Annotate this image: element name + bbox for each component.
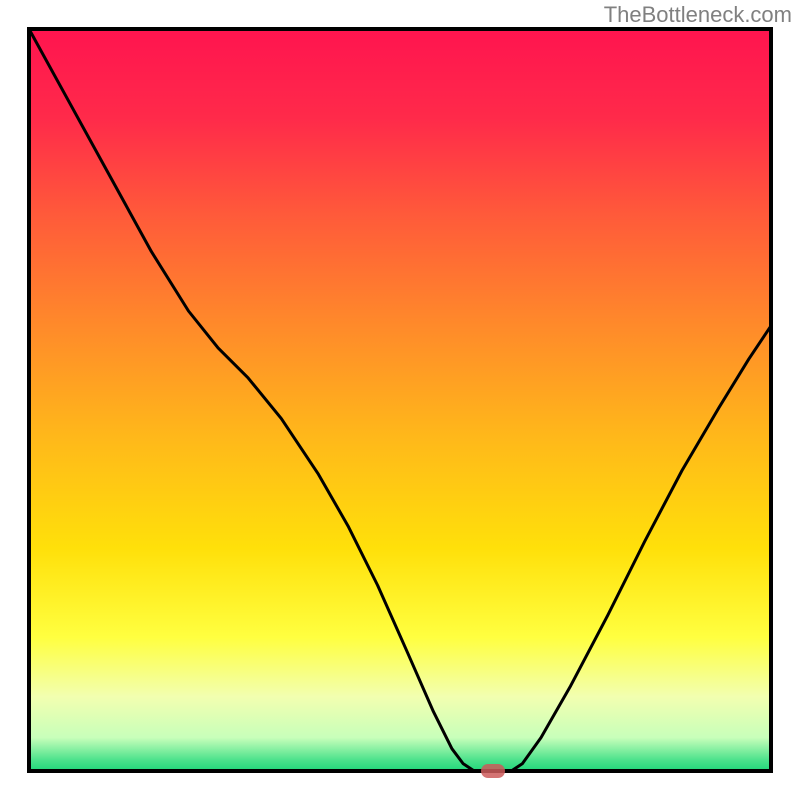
watermark-text: TheBottleneck.com [604, 2, 792, 28]
optimal-marker [481, 764, 505, 778]
chart-container: { "figure": { "type": "line", "width_px"… [0, 0, 800, 800]
chart-svg [0, 0, 800, 800]
chart-background [29, 29, 771, 771]
